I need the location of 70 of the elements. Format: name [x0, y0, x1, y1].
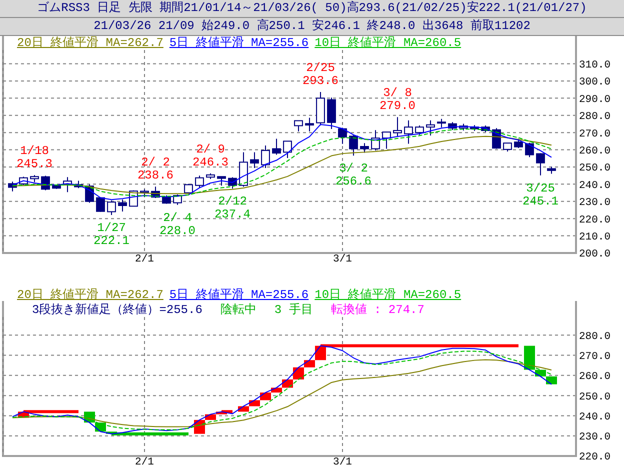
candlestick: [349, 134, 358, 156]
annotation: 2/ 2 238.6: [137, 156, 174, 183]
annotation: 3 手目: [274, 303, 313, 317]
y-tick-label: 280.0: [579, 111, 611, 124]
x-tick-label: 3/1: [333, 253, 352, 266]
candlestick: [360, 142, 369, 154]
y-tick-label: 290.0: [579, 94, 611, 106]
chart-subtitle: 21/03/26 21/09 始249.0 高250.1 安246.1 終248.0 出3648 前取11202: [0, 18, 624, 36]
annotation: 2/12 237.4: [214, 194, 251, 222]
annotation: 3/ 8 279.0: [379, 86, 416, 114]
bar: [546, 376, 557, 384]
candlestick: [239, 152, 248, 188]
annotation: 3/ 2 256.6: [335, 162, 372, 189]
candlestick: [305, 117, 314, 132]
candlestick: [283, 140, 292, 159]
candlestick: [107, 200, 116, 216]
y-tick-label: 240.0: [579, 180, 611, 192]
y-tick-label: 230.0: [579, 197, 611, 210]
candlestick: [426, 120, 435, 136]
text: 20日 終値平滑 MA=262.7: [17, 288, 164, 302]
annotation: 陰転中: [220, 303, 256, 317]
candlestick: [250, 152, 259, 169]
candlestick: [217, 176, 226, 186]
candlestick: [118, 198, 127, 212]
candlestick: [272, 138, 281, 156]
y-tick-label: 250.0: [579, 391, 611, 404]
candlestick: [96, 196, 105, 212]
y-tick-label: 260.0: [579, 146, 611, 158]
text: 5日 終値平滑 MA=255.6: [169, 36, 309, 50]
text: 10日 終値平滑 MA=260.5: [314, 36, 462, 50]
text: 10日 終値平滑 MA=260.5: [314, 288, 462, 302]
candlestick: [294, 120, 303, 132]
y-tick-label: 210.0: [579, 232, 611, 244]
y-tick-label: 240.0: [579, 411, 611, 424]
y-tick-label: 260.0: [579, 371, 611, 384]
y-tick-label: 280.0: [579, 330, 611, 343]
candlestick: [536, 152, 545, 176]
candlestick: [261, 144, 270, 169]
bar: [293, 367, 304, 380]
annotation: 転換値 : 274.7: [330, 303, 424, 317]
x-tick-label: 2/1: [135, 456, 154, 468]
y-tick-label: 200.0: [579, 248, 611, 261]
chart-title: ゴムRSS3 日足 先限 期間21/01/14～21/03/26( 50)高293.6(21/02/25)安222.1(21/01/27): [0, 0, 624, 18]
candlestick: [415, 125, 424, 136]
candlestick: [195, 175, 204, 188]
candlestick: [525, 142, 534, 158]
candlestick: [327, 97, 336, 130]
annotation: 2/25 293.6: [302, 60, 339, 88]
annotation: 2/ 4 228.0: [159, 210, 196, 238]
annotation: 3段抜き新値足（終値）=255.6: [32, 303, 202, 317]
y-tick-label: 230.0: [579, 432, 611, 444]
y-tick-label: 250.0: [579, 162, 611, 175]
y-tick-label: 300.0: [579, 76, 611, 89]
y-tick-label: 270.0: [579, 351, 611, 364]
text: 20日 終値平滑 MA=262.7: [17, 36, 164, 50]
x-tick-label: 2/1: [135, 253, 154, 266]
y-tick-label: 270.0: [579, 128, 611, 140]
annotation: 1/27 222.1: [93, 220, 130, 248]
candlestick: [404, 120, 413, 144]
y-tick-label: 310.0: [579, 59, 611, 72]
candlestick: [393, 116, 402, 137]
annotation: 1/18 245.3: [16, 144, 53, 172]
annotation: 3/25 245.1: [522, 181, 559, 208]
y-tick-label: 220.0: [579, 452, 611, 464]
bar: [304, 360, 315, 368]
annotation: 2/ 9 246.3: [192, 142, 229, 170]
candlestick: [382, 132, 391, 150]
text: 5日 終値平滑 MA=255.6: [169, 288, 309, 302]
x-tick-label: 3/1: [333, 456, 352, 468]
y-tick-label: 220.0: [579, 214, 611, 226]
